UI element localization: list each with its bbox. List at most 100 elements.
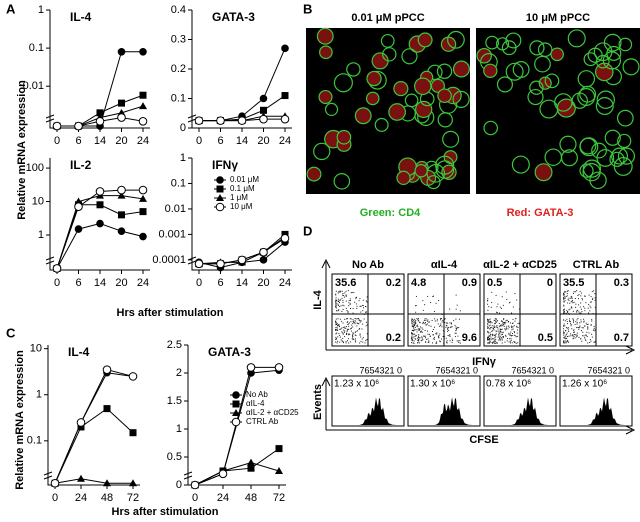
dot: [338, 324, 340, 326]
quadrant-value: 0.3: [614, 277, 629, 289]
dot: [578, 336, 580, 338]
dot: [591, 291, 593, 293]
dot: [578, 298, 580, 300]
quadrant-value: 0: [547, 277, 553, 289]
cell: [366, 70, 382, 87]
dot: [418, 321, 420, 323]
dot: [411, 333, 413, 335]
dot: [501, 342, 503, 344]
dot: [496, 318, 498, 320]
dot: [413, 328, 415, 330]
cell: [374, 117, 389, 132]
dot: [587, 342, 589, 344]
marker: [259, 94, 268, 103]
cell-count: 1.26 x 10⁶: [562, 379, 607, 390]
dot: [488, 342, 490, 344]
dot: [493, 342, 495, 344]
dot: [419, 326, 421, 328]
dot: [563, 308, 565, 310]
dot: [345, 300, 347, 302]
dot: [569, 308, 571, 310]
dot: [363, 313, 365, 315]
x-axis-label: Hrs after stimulation: [117, 307, 224, 319]
dot: [490, 339, 492, 341]
y-tick-label: 2: [176, 367, 182, 379]
x-tick-label: 0: [196, 135, 202, 147]
dot: [347, 340, 349, 342]
dot: [489, 318, 491, 320]
dot: [357, 322, 359, 324]
dot: [457, 340, 459, 342]
x-tick-label: 20: [115, 277, 127, 289]
series-line: [54, 372, 134, 484]
dot: [423, 319, 425, 321]
dot: [456, 340, 458, 342]
dot: [428, 333, 430, 335]
dot: [416, 329, 418, 331]
dot: [412, 333, 414, 335]
dot: [366, 324, 368, 326]
dot: [345, 294, 347, 296]
dot: [436, 342, 438, 344]
dot: [457, 335, 459, 337]
cell: [544, 73, 560, 89]
dot: [338, 333, 340, 335]
dot: [439, 318, 441, 320]
dot: [352, 336, 354, 338]
dot: [510, 335, 512, 337]
quadrant-value: 0.2: [386, 277, 401, 289]
dot: [569, 313, 571, 315]
dot: [335, 302, 337, 304]
dot: [505, 335, 507, 337]
generation-label: 7654321 0: [511, 365, 554, 375]
dot: [487, 319, 489, 321]
marker: [232, 391, 240, 399]
dot: [414, 324, 416, 326]
cell: [596, 90, 615, 109]
dot: [354, 323, 356, 325]
dot: [359, 333, 361, 335]
cell: [577, 70, 596, 88]
dot: [363, 318, 365, 320]
dot: [345, 307, 347, 309]
dot: [517, 342, 519, 344]
dot: [445, 341, 447, 343]
x-axis-label: IFNγ: [472, 356, 497, 368]
cell: [610, 147, 629, 165]
dot: [506, 325, 508, 327]
dot: [500, 331, 502, 333]
dot: [433, 326, 435, 328]
dot: [458, 327, 460, 329]
dot: [427, 333, 429, 335]
dot: [348, 328, 350, 330]
dot: [414, 320, 416, 322]
dot: [428, 341, 430, 343]
dot: [588, 312, 590, 314]
dot: [510, 325, 512, 327]
dot: [576, 322, 578, 324]
dot: [563, 325, 565, 327]
dot: [342, 293, 344, 295]
dot: [589, 310, 591, 312]
dot: [366, 296, 368, 298]
dot: [564, 325, 566, 327]
dot: [447, 327, 449, 329]
dot: [586, 331, 588, 333]
dot: [440, 338, 442, 340]
dot: [347, 312, 349, 314]
dot: [335, 326, 337, 328]
dot: [495, 321, 497, 323]
dot: [451, 341, 453, 343]
dot: [422, 309, 424, 311]
y-tick-label: 0.5: [167, 451, 182, 463]
marker: [216, 176, 224, 184]
dot: [500, 325, 502, 327]
axis: [49, 158, 150, 271]
dot: [576, 336, 578, 338]
dot: [566, 295, 568, 297]
dot: [417, 318, 419, 320]
dot: [492, 338, 494, 340]
dot: [411, 337, 413, 339]
cell: [567, 29, 586, 48]
dot: [433, 311, 435, 313]
